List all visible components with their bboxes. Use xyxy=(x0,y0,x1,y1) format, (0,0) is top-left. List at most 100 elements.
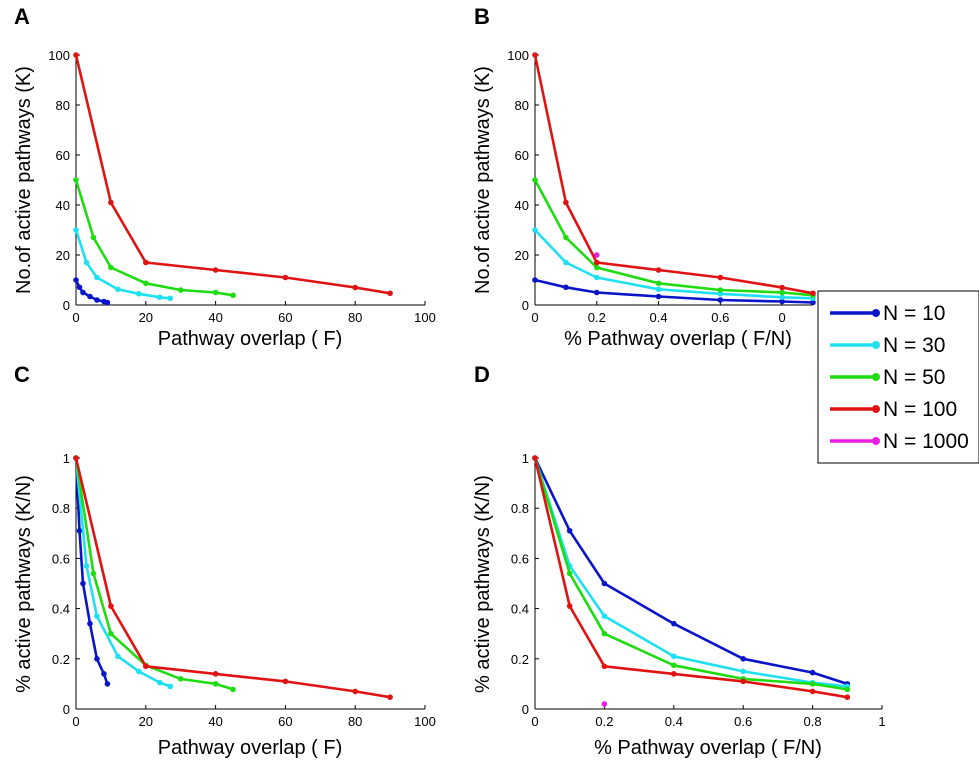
y-tick-label: 1 xyxy=(522,451,529,466)
y-tick-label: 40 xyxy=(515,198,529,213)
data-point xyxy=(108,630,114,637)
panel-letter: B xyxy=(474,4,490,29)
data-point xyxy=(655,286,662,293)
x-tick-label: 80 xyxy=(348,310,362,325)
x-tick-label: 0.2 xyxy=(595,714,613,729)
data-point xyxy=(104,681,111,687)
data-point xyxy=(143,259,149,266)
data-point xyxy=(156,679,163,686)
series-line xyxy=(533,54,814,295)
data-point xyxy=(136,290,142,297)
data-point xyxy=(601,663,608,670)
series-n10 xyxy=(532,455,851,687)
data-point xyxy=(671,671,677,677)
data-point xyxy=(73,52,79,58)
x-tick-label: 80 xyxy=(348,714,362,729)
series-line xyxy=(533,179,814,297)
series-n100 xyxy=(73,52,393,297)
legend-label: N = 100 xyxy=(883,398,957,421)
data-point xyxy=(143,280,149,287)
series-n30 xyxy=(73,455,174,690)
data-point xyxy=(810,290,816,297)
series-n100 xyxy=(73,455,393,701)
panel-c: C 0 20 40 60 80 100 0 0.2 0.4 0.6 0.8 1 Pathway overl… xyxy=(13,362,436,759)
data-point xyxy=(115,653,121,660)
y-tick-label: 60 xyxy=(56,148,70,163)
x-axis-label: % Pathway overlap ( F/N) xyxy=(594,737,822,759)
data-point xyxy=(740,668,746,675)
x-tick-label: 0.8 xyxy=(804,714,822,729)
data-point xyxy=(566,603,573,609)
series-n30 xyxy=(532,455,851,690)
data-point xyxy=(563,259,569,266)
data-point xyxy=(90,570,97,577)
data-point xyxy=(655,280,662,287)
y-tick-label: 0.6 xyxy=(52,551,70,566)
legend-marker xyxy=(872,373,880,381)
data-point xyxy=(76,284,83,291)
data-point xyxy=(809,688,816,695)
data-point xyxy=(352,284,359,291)
data-point xyxy=(282,678,289,685)
data-point xyxy=(593,259,600,266)
data-point xyxy=(94,613,100,619)
legend-item: N = 10 xyxy=(830,302,945,325)
series-n50 xyxy=(73,177,236,299)
panel-letter: C xyxy=(14,362,30,387)
data-point xyxy=(601,580,608,587)
panel-d: D 0 0.2 0.4 0.6 0.8 1 0 0.2 0.4 0.6 0.8 1 % Pathway o… xyxy=(472,362,886,759)
data-point xyxy=(532,177,538,183)
data-point xyxy=(809,669,816,676)
series-n30 xyxy=(532,227,816,302)
y-tick-label: 0 xyxy=(522,298,529,313)
data-point xyxy=(563,284,569,291)
data-point xyxy=(387,290,393,297)
series-n1000 xyxy=(593,252,600,258)
data-point xyxy=(156,294,163,301)
y-tick-label: 0 xyxy=(63,702,70,717)
data-point xyxy=(810,299,816,306)
legend: N = 10 N = 30 N = 50 N = 100 N = 1000 xyxy=(817,290,979,464)
data-point xyxy=(601,701,608,707)
data-point xyxy=(593,274,600,281)
data-point xyxy=(717,274,724,281)
y-tick-label: 0.4 xyxy=(511,602,529,617)
data-point xyxy=(779,284,785,291)
data-point xyxy=(601,613,608,619)
x-tick-label: 20 xyxy=(139,714,153,729)
data-point xyxy=(76,527,83,534)
y-tick-label: 60 xyxy=(515,148,529,163)
x-tick-label: 20 xyxy=(139,310,153,325)
data-point xyxy=(73,227,79,233)
legend-item: N = 1000 xyxy=(830,430,969,453)
data-point xyxy=(115,286,121,293)
series-n100 xyxy=(532,455,851,701)
x-tick-label: 0 xyxy=(72,714,79,729)
legend-label: N = 50 xyxy=(883,366,945,389)
legend-label: N = 1000 xyxy=(883,430,969,453)
data-point xyxy=(566,570,573,577)
data-point xyxy=(532,455,538,461)
y-tick-label: 100 xyxy=(48,48,70,63)
legend-item: N = 100 xyxy=(830,398,957,421)
data-point xyxy=(80,289,86,296)
series-line xyxy=(533,457,848,686)
y-tick-label: 0.8 xyxy=(52,501,70,516)
data-point xyxy=(532,227,538,233)
y-axis-label: No.of active pathways (K) xyxy=(472,66,494,294)
data-point xyxy=(87,620,93,627)
data-point xyxy=(167,295,174,302)
data-point xyxy=(94,656,100,662)
y-tick-label: 80 xyxy=(515,98,529,113)
data-point xyxy=(566,527,573,534)
x-tick-label: 0.2 xyxy=(588,310,606,325)
x-tick-label: 0 xyxy=(778,310,785,325)
panel-letter: A xyxy=(14,4,30,29)
y-tick-label: 0 xyxy=(522,702,529,717)
y-tick-label: 0.8 xyxy=(511,501,529,516)
data-point xyxy=(212,289,219,296)
series-n1000 xyxy=(601,701,608,707)
data-point xyxy=(779,294,785,301)
data-point xyxy=(73,177,79,183)
data-point xyxy=(593,252,600,258)
